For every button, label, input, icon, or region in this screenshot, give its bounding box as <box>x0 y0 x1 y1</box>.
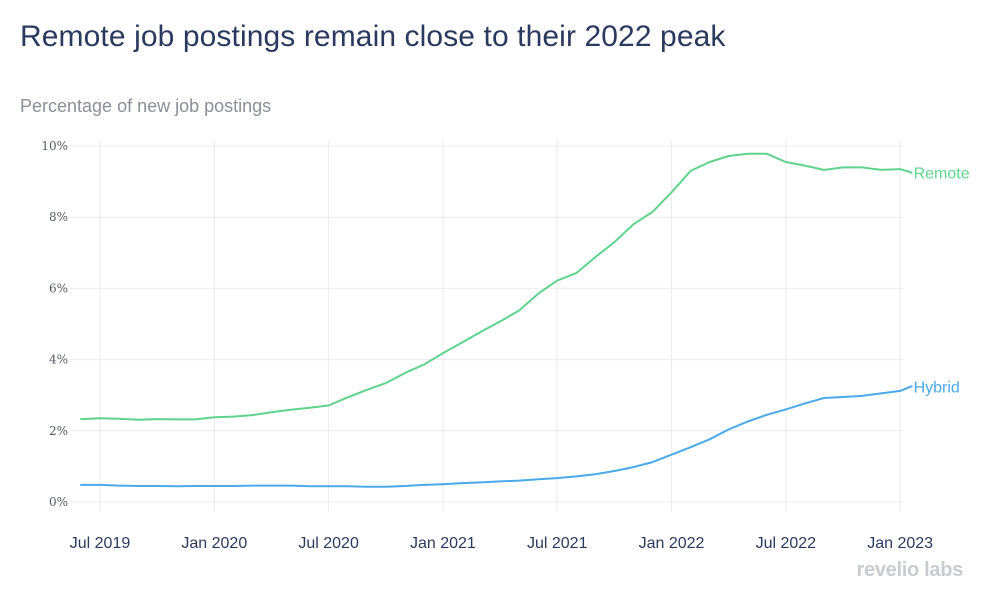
y-tick-label-8: 8% <box>49 210 68 224</box>
remote-series-line <box>80 152 913 421</box>
x-tick-label-3: Jan 2021 <box>410 535 476 552</box>
revelio-labs-logo: revelio labs <box>856 559 964 581</box>
x-tick-label-0: Jul 2019 <box>70 535 131 552</box>
x-tick-label-6: Jul 2022 <box>756 535 817 552</box>
y-tick-label-10: 10% <box>41 139 68 153</box>
hybrid-series-label: Hybrid <box>914 379 960 396</box>
x-tick-label-7: Jan 2023 <box>867 535 933 552</box>
x-tick-label-1: Jan 2020 <box>181 535 247 552</box>
chart-subtitle: Percentage of new job postings <box>20 96 272 116</box>
x-tick-label-5: Jan 2022 <box>639 535 705 552</box>
y-tick-label-4: 4% <box>49 353 68 367</box>
x-tick-label-4: Jul 2021 <box>527 535 588 552</box>
hybrid-series-line <box>80 385 913 488</box>
chart-title: Remote job postings remain close to thei… <box>20 20 726 53</box>
y-tick-label-6: 6% <box>49 281 68 295</box>
y-tick-label-0: 0% <box>49 495 68 509</box>
x-tick-label-2: Jul 2020 <box>298 535 359 552</box>
y-tick-label-2: 2% <box>49 424 68 438</box>
remote-series-label: Remote <box>914 166 970 183</box>
